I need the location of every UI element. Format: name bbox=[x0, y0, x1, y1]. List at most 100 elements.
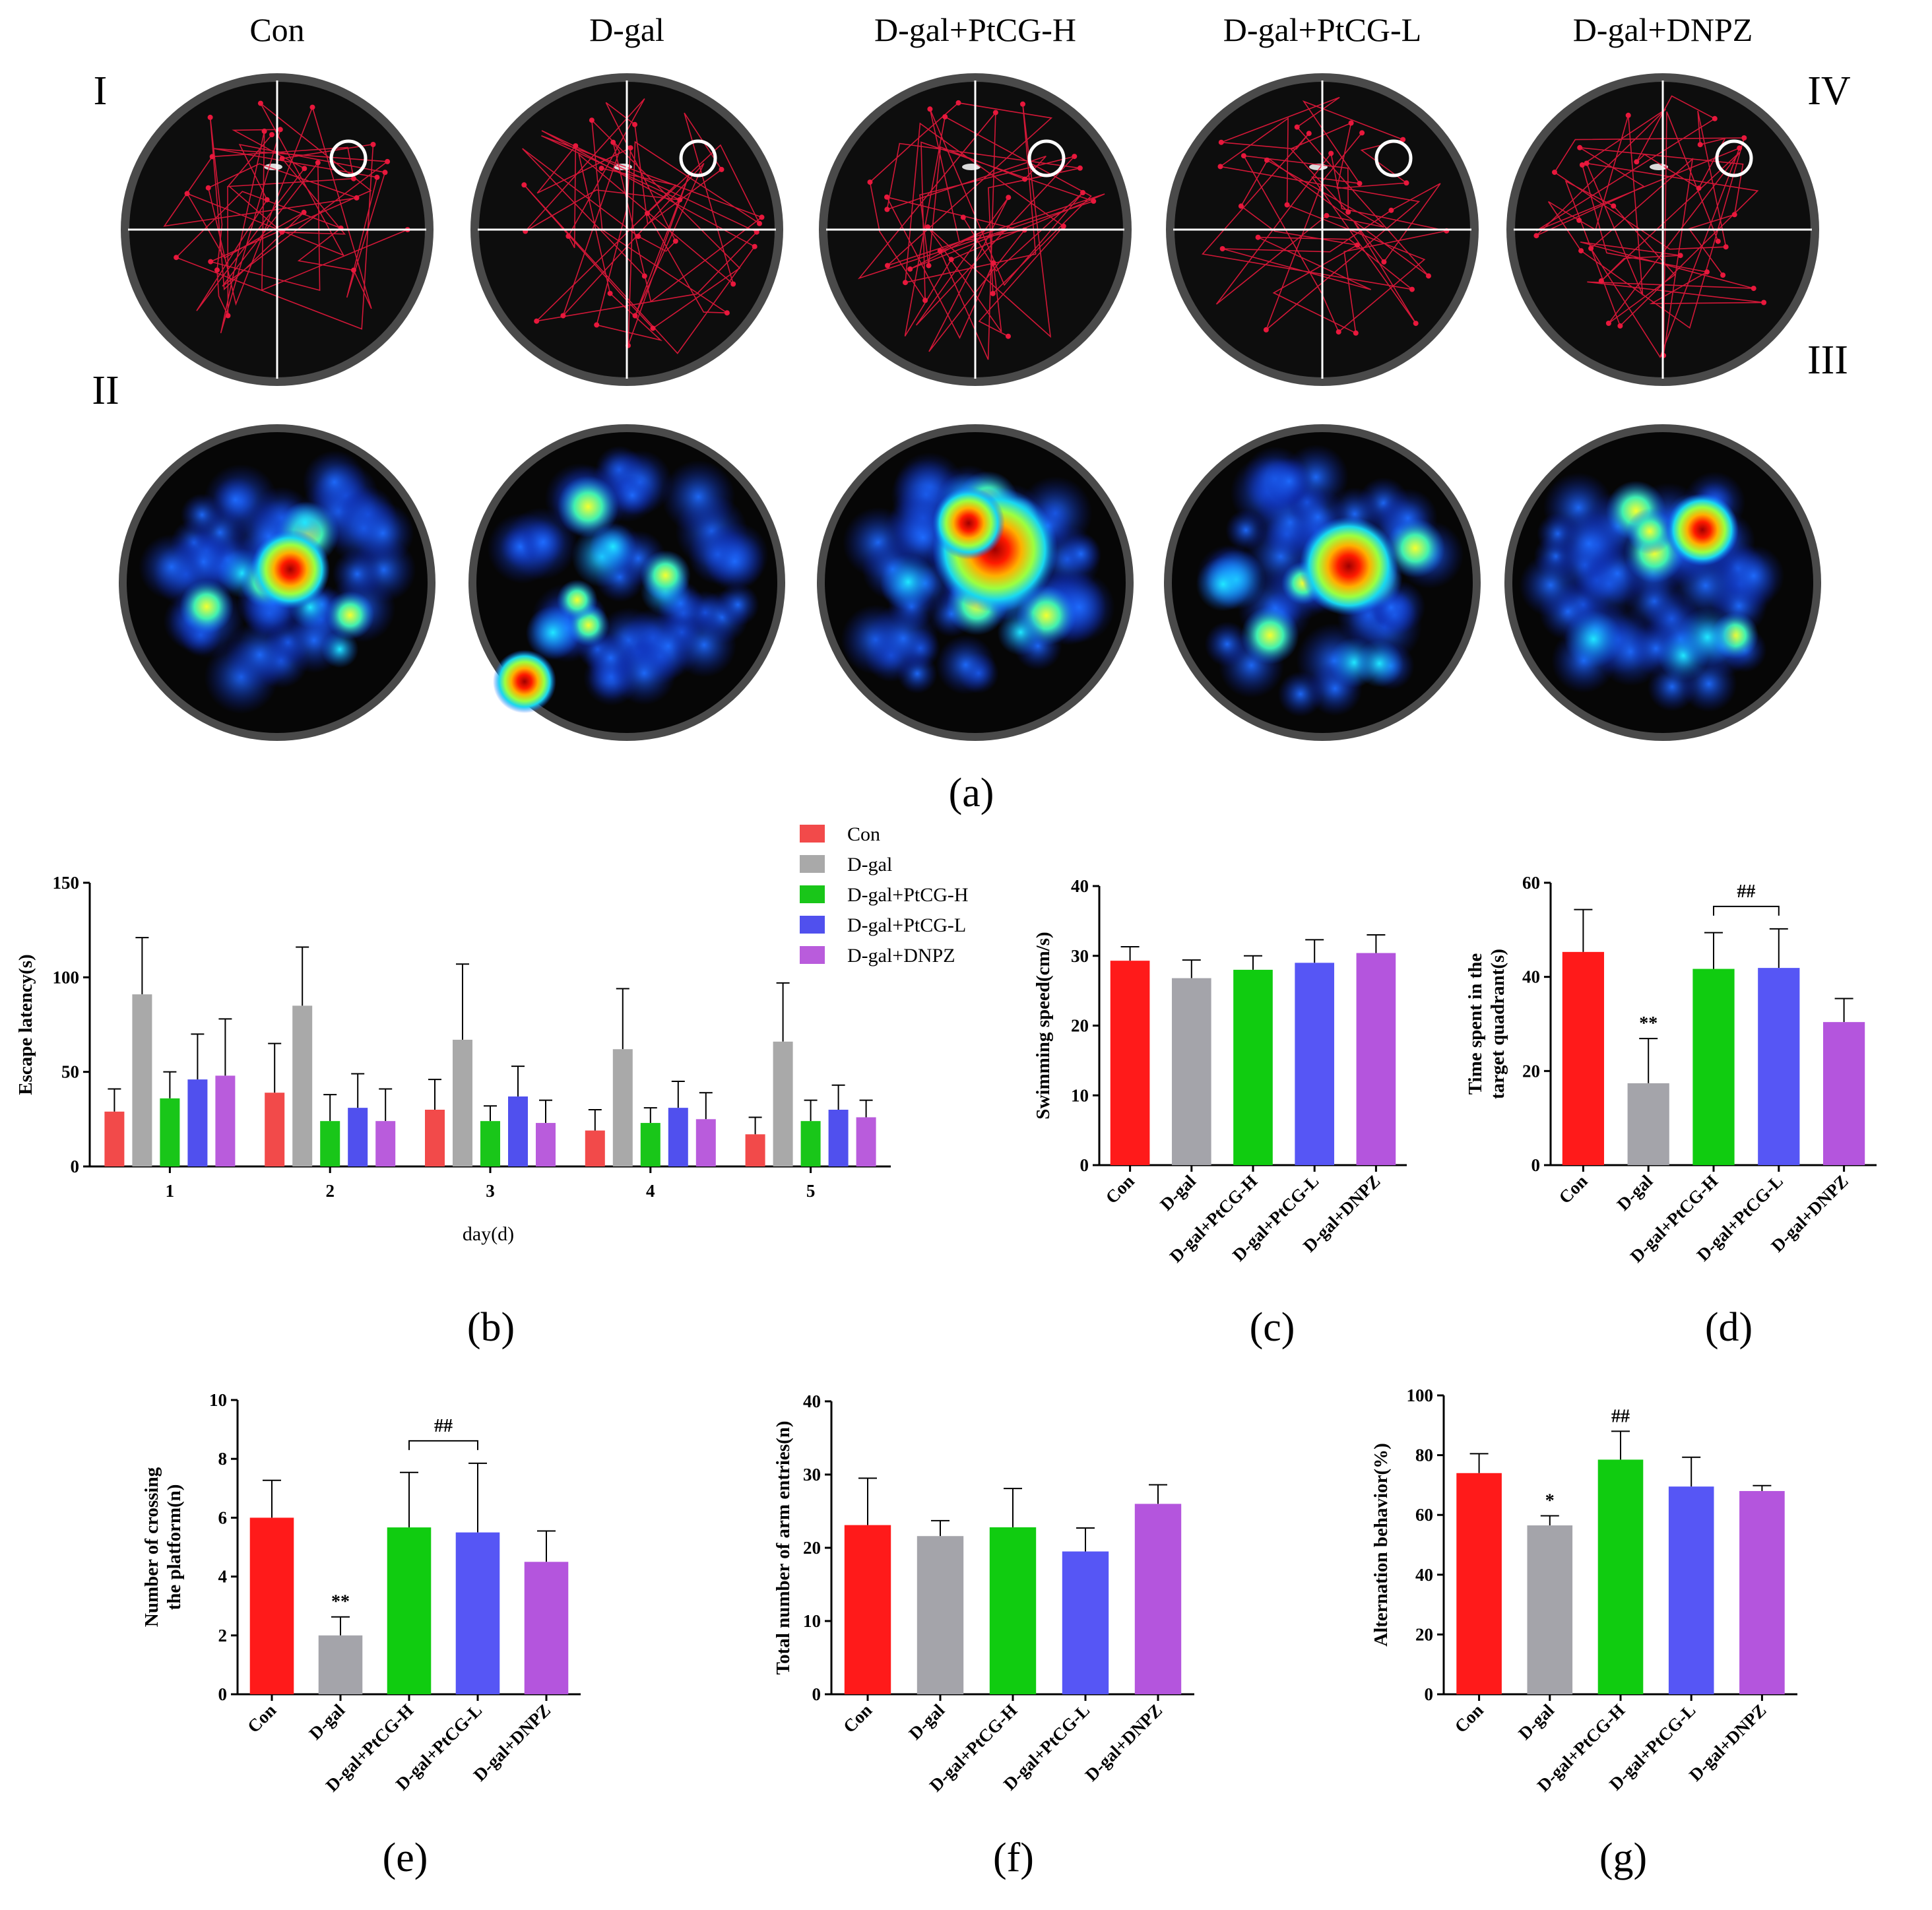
swim-path-point bbox=[1359, 130, 1365, 136]
swim-path-point bbox=[565, 234, 571, 239]
swim-path-point bbox=[1588, 245, 1594, 251]
swim-path-point bbox=[1348, 120, 1354, 126]
swim-path-point bbox=[1584, 160, 1590, 166]
significance-bracket bbox=[1713, 905, 1780, 916]
y-tick-label: 40 bbox=[1415, 1565, 1433, 1585]
swim-path-point bbox=[1598, 278, 1604, 284]
bar-d-gal bbox=[1527, 1525, 1573, 1694]
swim-path-point bbox=[1080, 190, 1085, 195]
y-tick-label: 100 bbox=[53, 967, 80, 987]
bar-con bbox=[249, 1517, 294, 1694]
swim-path-point bbox=[752, 243, 757, 249]
heat-blob-low bbox=[180, 493, 224, 536]
y-axis-title: Escape latency(s) bbox=[15, 954, 36, 1095]
platform-ring bbox=[1715, 139, 1753, 177]
heatmap-pool-d-gal-ptcg-h bbox=[817, 424, 1134, 741]
swim-path-point bbox=[1072, 154, 1078, 160]
x-tick-label: 1 bbox=[166, 1181, 175, 1201]
heatmap-pool-d-gal-ptcg-l bbox=[1164, 424, 1481, 741]
heat-blob-low bbox=[936, 635, 996, 695]
significance-bracket bbox=[408, 1440, 478, 1450]
panel-label-f: (f) bbox=[993, 1835, 1034, 1880]
swim-path-point bbox=[1060, 223, 1066, 229]
x-tick-label: D-gal bbox=[1156, 1171, 1200, 1215]
x-tick-label: Con bbox=[1451, 1700, 1487, 1736]
swim-path-point bbox=[382, 170, 388, 175]
bar-con-day-1 bbox=[104, 1111, 125, 1166]
heatmap-pool-d-gal-dnpz bbox=[1504, 424, 1821, 741]
bar-con bbox=[844, 1525, 891, 1694]
bar-d-gal bbox=[917, 1536, 964, 1694]
legend-label-d-gal-ptcg-h: D-gal+PtCG-H bbox=[847, 884, 969, 906]
legend-swatch-con bbox=[800, 825, 825, 843]
heat-blob-low bbox=[521, 519, 565, 565]
heat-blob-high bbox=[493, 650, 556, 713]
swim-path-trace bbox=[163, 102, 408, 334]
swim-path-point bbox=[1611, 203, 1617, 209]
swim-path-point bbox=[1238, 203, 1244, 209]
bar-con-day-4 bbox=[585, 1130, 605, 1166]
swim-path-point bbox=[1218, 139, 1224, 145]
bar-d-gal-ptcg-l-day-5 bbox=[828, 1110, 849, 1166]
swim-path-point bbox=[1577, 144, 1583, 150]
swim-path-point bbox=[719, 166, 724, 172]
group-title-ptcg-h: D-gal+PtCG-H bbox=[874, 11, 1076, 48]
bar-d-gal-ptcg-l-day-2 bbox=[348, 1108, 368, 1166]
platform-ring bbox=[1374, 139, 1413, 177]
swim-path-point bbox=[937, 248, 943, 254]
swim-path-point bbox=[1409, 286, 1415, 292]
bar-con-day-2 bbox=[265, 1093, 285, 1166]
swim-path-point bbox=[1284, 202, 1290, 208]
swim-path-point bbox=[960, 214, 966, 220]
swim-path-point bbox=[1306, 131, 1312, 137]
bar-d-gal-dnpz bbox=[1134, 1504, 1182, 1694]
swim-path-point bbox=[1578, 248, 1584, 254]
swim-path-point bbox=[942, 114, 948, 119]
y-axis-title: the platform(n) bbox=[164, 1484, 185, 1610]
swim-path-point bbox=[1077, 165, 1083, 171]
quadrant-label-1: I bbox=[94, 69, 108, 113]
heat-blob-high bbox=[251, 530, 330, 609]
heat-blob-high bbox=[1666, 493, 1739, 566]
swim-path-pool-d-gal-ptcg-h bbox=[819, 73, 1132, 386]
y-axis-title: Number of crossing bbox=[141, 1467, 162, 1627]
panel-label-e: (e) bbox=[383, 1835, 428, 1880]
bar-d-gal-dnpz bbox=[524, 1562, 569, 1694]
panel-label-c: (c) bbox=[1250, 1305, 1295, 1350]
y-tick-label: 20 bbox=[1071, 1016, 1089, 1036]
heat-blob-mid bbox=[1355, 639, 1403, 687]
swim-path-point bbox=[315, 160, 321, 166]
significance-marker: ** bbox=[331, 1592, 350, 1612]
y-tick-label: 100 bbox=[1407, 1385, 1434, 1405]
swim-path-point bbox=[1020, 101, 1025, 107]
swim-path-point bbox=[641, 273, 647, 279]
swim-path-point bbox=[1355, 242, 1360, 248]
swim-path-point bbox=[184, 191, 190, 197]
platform-ring bbox=[679, 139, 717, 177]
bar-con bbox=[1110, 961, 1150, 1165]
swim-path-point bbox=[1579, 162, 1585, 168]
swim-path-point bbox=[925, 224, 931, 230]
y-tick-label: 6 bbox=[218, 1508, 228, 1527]
y-tick-label: 0 bbox=[71, 1157, 80, 1176]
swim-path-point bbox=[1217, 164, 1223, 170]
legend-label-con: Con bbox=[847, 823, 880, 845]
swim-path-point bbox=[645, 210, 650, 216]
swim-path-point bbox=[1328, 150, 1334, 156]
swim-path-point bbox=[1576, 217, 1582, 223]
swim-path-point bbox=[560, 313, 566, 319]
bar-con bbox=[1456, 1473, 1502, 1694]
swim-path-point bbox=[385, 158, 391, 164]
group-title-dnpz: D-gal+DNPZ bbox=[1573, 11, 1753, 48]
swim-path-point bbox=[1345, 209, 1351, 215]
panel-label-b: (b) bbox=[467, 1305, 515, 1350]
heat-blob-high bbox=[932, 487, 1005, 559]
swim-path-pool-d-gal-dnpz bbox=[1506, 73, 1819, 386]
y-tick-label: 80 bbox=[1415, 1446, 1433, 1465]
bar-d-gal-ptcg-l bbox=[1295, 963, 1335, 1165]
heat-blob-low bbox=[868, 603, 939, 674]
bar-d-gal bbox=[1171, 978, 1211, 1165]
significance-marker: ** bbox=[1639, 1013, 1658, 1034]
chart-alternation-behavior: 0 20 40 60 80 100 Alternation behavior(%) Con D-… bbox=[1370, 1385, 1797, 1796]
